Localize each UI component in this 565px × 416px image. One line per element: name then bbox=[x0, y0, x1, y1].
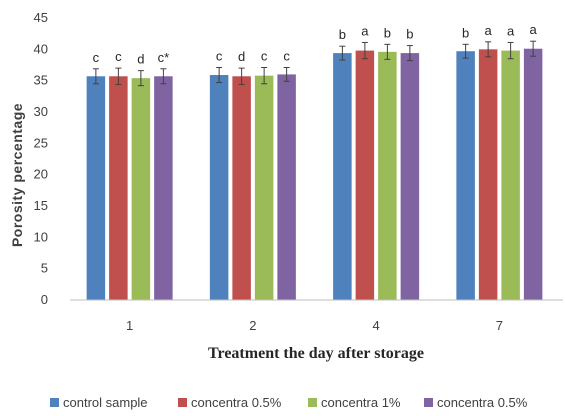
significance-label: c bbox=[115, 49, 122, 64]
bar bbox=[86, 76, 106, 300]
legend-swatch bbox=[424, 398, 433, 407]
legend-label: concentra 0.5% bbox=[191, 395, 282, 410]
legend-label: control sample bbox=[63, 395, 148, 410]
y-tick-labels: 0 5 10 15 20 25 30 35 40 45 bbox=[34, 10, 48, 307]
significance-label: a bbox=[507, 23, 515, 38]
bar bbox=[277, 74, 296, 301]
x-tick-label: 4 bbox=[373, 318, 380, 333]
y-tick-label: 25 bbox=[34, 135, 48, 150]
bar bbox=[109, 76, 128, 300]
y-tick-label: 35 bbox=[34, 73, 48, 88]
significance-label: c bbox=[283, 49, 290, 64]
y-tick-label: 20 bbox=[34, 167, 48, 182]
legend-swatch bbox=[178, 398, 187, 407]
significance-label: a bbox=[361, 23, 369, 38]
significance-label: a bbox=[530, 22, 538, 37]
y-axis-label: Porosity percentage bbox=[9, 103, 25, 247]
bar bbox=[333, 53, 352, 300]
y-tick-label: 0 bbox=[41, 292, 48, 307]
bar bbox=[355, 50, 375, 300]
y-tick-label: 40 bbox=[34, 41, 48, 56]
bar bbox=[154, 76, 173, 300]
x-axis-label: Treatment the day after storage bbox=[208, 345, 424, 362]
significance-label: b bbox=[339, 27, 346, 42]
y-tick-label: 45 bbox=[34, 10, 48, 25]
x-tick-label: 2 bbox=[249, 318, 256, 333]
significance-label: c bbox=[261, 49, 268, 64]
x-tick-label: 1 bbox=[126, 318, 133, 333]
bar bbox=[523, 48, 543, 300]
bar bbox=[501, 50, 520, 300]
bars bbox=[86, 48, 543, 301]
significance-label: d bbox=[137, 52, 144, 67]
x-tick-label: 7 bbox=[496, 318, 503, 333]
legend-label: concentra 0.5% bbox=[437, 395, 528, 410]
y-tick-label: 5 bbox=[41, 261, 48, 276]
significance-label: c* bbox=[158, 50, 170, 65]
bar bbox=[400, 53, 420, 300]
significance-label: b bbox=[462, 25, 469, 40]
significance-label: a bbox=[485, 23, 493, 38]
bar bbox=[478, 49, 498, 301]
y-tick-label: 15 bbox=[34, 198, 48, 213]
significance-labels: c c d c* c d c cb a b b b a a a bbox=[93, 22, 538, 66]
bar bbox=[456, 51, 475, 300]
bar bbox=[209, 75, 229, 300]
significance-label: c bbox=[93, 50, 100, 65]
legend-swatch bbox=[308, 398, 317, 407]
legend-label: concentra 1% bbox=[321, 395, 401, 410]
bar bbox=[378, 51, 397, 301]
bar bbox=[254, 75, 274, 300]
y-tick-label: 30 bbox=[34, 104, 48, 119]
legend-swatch bbox=[50, 398, 59, 407]
significance-label: d bbox=[238, 49, 245, 64]
legend: control sample concentra 0.5% concentra 1%… bbox=[50, 395, 528, 410]
y-tick-label: 10 bbox=[34, 229, 48, 244]
bar bbox=[232, 76, 251, 300]
x-tick-labels: 1 2 4 7 bbox=[126, 318, 503, 333]
bar bbox=[131, 78, 151, 300]
significance-label: c bbox=[216, 49, 223, 64]
significance-label: b bbox=[384, 25, 391, 40]
error-bars bbox=[92, 40, 537, 87]
significance-label: b bbox=[406, 27, 413, 42]
